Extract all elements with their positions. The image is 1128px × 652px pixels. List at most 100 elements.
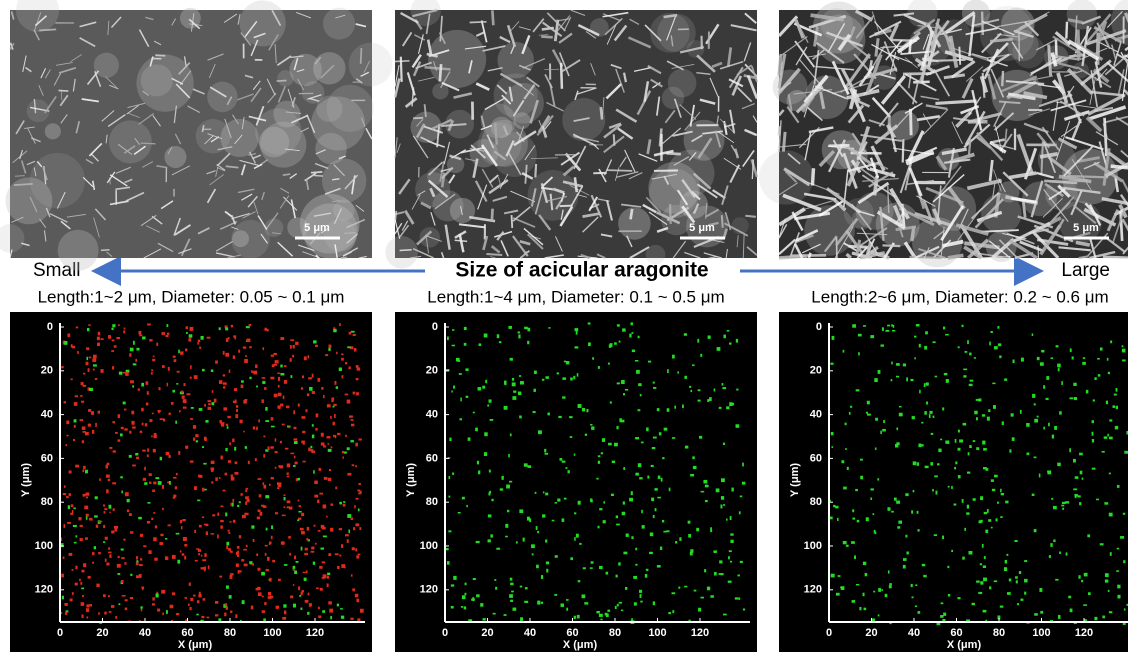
fluorescence-dot (557, 498, 560, 501)
fluorescence-dot (332, 397, 334, 400)
fluorescence-dot (1039, 588, 1042, 592)
fluorescence-dot (313, 470, 315, 473)
sem-needle (101, 250, 110, 251)
fluorescence-dot (244, 399, 247, 401)
fluorescence-dot (690, 474, 694, 476)
y-tick-label: 0 (816, 321, 822, 333)
fluorescence-dot (1068, 596, 1071, 599)
fluorescence-dot (217, 513, 219, 516)
fluorescence-dot (720, 504, 722, 508)
fluorescence-dot (1006, 554, 1008, 556)
sem-cluster (232, 230, 249, 247)
fluorescence-dot (457, 360, 460, 362)
x-tick-label: 20 (96, 627, 108, 639)
fluorescence-dot (698, 389, 701, 391)
fluorescence-dot (180, 351, 183, 354)
fluorescence-dot (87, 328, 90, 331)
sem-needle (911, 109, 912, 135)
fluorescence-dot (241, 380, 244, 382)
x-tick-label: 60 (950, 627, 962, 639)
fluorescence-dot (875, 418, 878, 421)
fluorescence-dot (215, 477, 218, 481)
fluorescence-dot (339, 323, 341, 326)
fluorescence-dot (328, 348, 330, 351)
fluorescence-dot (105, 559, 107, 562)
fluorescence-dot (335, 553, 339, 555)
fluorescence-dot (256, 427, 258, 431)
fluorescence-dot (464, 606, 467, 609)
fluorescence-dot (570, 436, 573, 438)
fluorescence-dot (223, 386, 225, 388)
fluorescence-dot (253, 539, 255, 542)
fluorescence-dot (98, 612, 100, 615)
fluorescence-dot (1109, 437, 1113, 440)
fluorescence-dot (65, 444, 67, 446)
fluorescence-dot (1080, 471, 1083, 475)
fluorescence-dot (117, 573, 120, 575)
fluorescence-dot (703, 480, 707, 484)
fluorescence-dot (243, 431, 245, 433)
fluorescence-dot (257, 478, 261, 480)
fluorescence-dot (265, 553, 267, 556)
fluorescence-dot (333, 327, 335, 329)
sem-needle (495, 123, 497, 145)
fluorescence-dot (211, 481, 213, 483)
fluorescence-dot (260, 512, 263, 516)
fluorescence-dot (929, 414, 931, 418)
sem-needle (1002, 71, 1003, 86)
fluorescence-dot (1070, 609, 1073, 613)
fluorescence-dot (71, 378, 73, 380)
fluorescence-dot (207, 337, 211, 339)
fluorescence-dot (238, 350, 240, 353)
fluorescence-dot (72, 510, 74, 514)
fluorescence-dot (287, 506, 290, 508)
fluorescence-dot (933, 416, 935, 418)
fluorescence-dot (298, 404, 300, 407)
fluorescence-dot (336, 386, 338, 389)
arrow-center-label: Size of acicular aragonite (455, 259, 708, 282)
fluorescence-dot (1100, 543, 1104, 545)
fluorescence-dot (962, 325, 964, 327)
fluorescence-dot (177, 371, 180, 373)
fluorescence-dot (345, 394, 349, 396)
fluorescence-dot (350, 440, 353, 442)
fluorescence-dot (520, 586, 522, 588)
y-tick-label: 80 (810, 496, 822, 508)
fluorescence-dot (707, 587, 710, 591)
fluorescence-dot (231, 477, 235, 481)
fluorescence-dot (994, 475, 998, 478)
fluorescence-dot (1107, 358, 1109, 361)
fluorescence-dot (277, 373, 280, 375)
fluorescence-dot (913, 490, 915, 492)
fluorescence-dot (334, 414, 336, 418)
fluorescence-dot (684, 333, 687, 336)
fluorescence-dot (1034, 457, 1037, 459)
fluorescence-dot (197, 342, 199, 345)
fluorescence-dot (269, 541, 272, 544)
fluorescence-dot (1073, 383, 1076, 386)
fluorescence-dot (698, 608, 701, 612)
fluorescence-dot (658, 476, 661, 479)
fluorescence-dot (333, 422, 335, 426)
fluorescence-dot (546, 569, 548, 573)
fluorescence-dot (489, 399, 492, 402)
fluorescence-dot (729, 343, 732, 345)
fluorescence-dot (355, 465, 357, 467)
fluorescence-dot (152, 413, 154, 415)
fluorescence-dot (633, 576, 637, 579)
fluorescence-dot (94, 546, 96, 549)
fluorescence-dot (230, 503, 232, 507)
fluorescence-dot (447, 336, 449, 340)
fluorescence-dot (143, 478, 146, 481)
fluorescence-dot (484, 333, 488, 337)
x-tick-label: 20 (865, 627, 877, 639)
fluorescence-dot (1009, 578, 1011, 581)
fluorescence-dot (943, 327, 945, 330)
fluorescence-dot (729, 550, 732, 552)
fluorescence-dot (874, 530, 876, 533)
fluorescence-dot (860, 476, 863, 480)
fluorescence-dot (554, 594, 557, 596)
fluorescence-dot (843, 541, 847, 544)
fluorescence-dot (311, 551, 315, 553)
fluorescence-dot (591, 426, 594, 429)
